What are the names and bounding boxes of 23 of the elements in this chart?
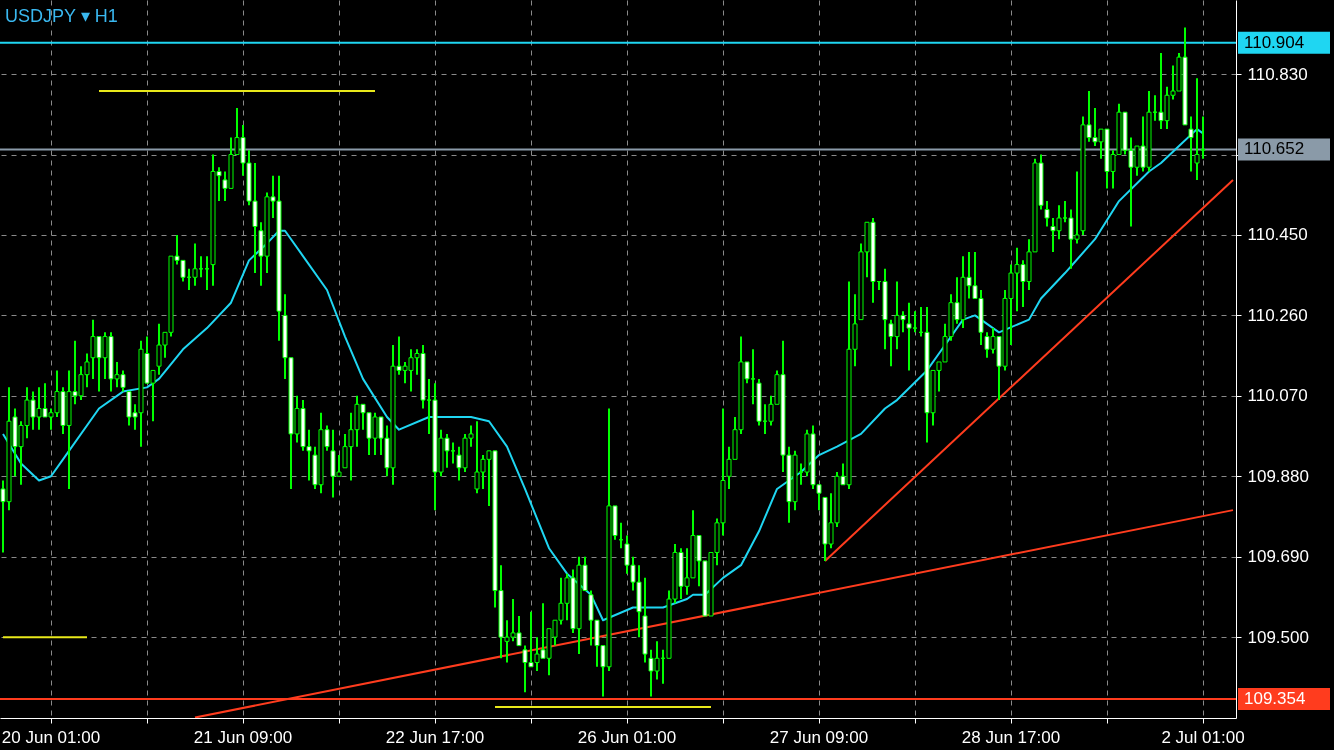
y-tick-label: 110.830 bbox=[1247, 64, 1308, 84]
y-tick-label: 109.880 bbox=[1247, 466, 1309, 486]
y-tick-label: 110.070 bbox=[1247, 386, 1308, 406]
candlestick bbox=[1194, 77, 1200, 181]
ref-line-label: 110.904 bbox=[1244, 32, 1305, 52]
ref-line-label: 109.354 bbox=[1244, 688, 1306, 708]
x-tick-label: 27 Jun 09:00 bbox=[769, 727, 869, 747]
line-series bbox=[2, 128, 1204, 622]
x-tick-label: 26 Jun 01:00 bbox=[577, 727, 677, 747]
ref-line-label: 110.652 bbox=[1244, 139, 1305, 159]
y-tick-label: 110.450 bbox=[1247, 225, 1308, 245]
chart-title: USDJPY ▾ H1 bbox=[5, 6, 118, 26]
y-tick-label: 109.690 bbox=[1247, 547, 1309, 567]
x-tick-label: 21 Jun 09:00 bbox=[193, 727, 293, 747]
candlestick bbox=[1044, 200, 1050, 228]
x-tick-label: 22 Jun 17:00 bbox=[385, 727, 485, 747]
candlestick bbox=[1188, 115, 1194, 173]
candlestick bbox=[1200, 115, 1206, 160]
x-tick-label: 2 Jul 01:00 bbox=[1161, 727, 1245, 747]
y-tick-label: 110.260 bbox=[1247, 305, 1308, 325]
y-tick-label: 109.500 bbox=[1247, 627, 1309, 647]
x-tick-label: 20 Jun 01:00 bbox=[1, 727, 101, 747]
x-tick-label: 28 Jun 17:00 bbox=[961, 727, 1061, 747]
